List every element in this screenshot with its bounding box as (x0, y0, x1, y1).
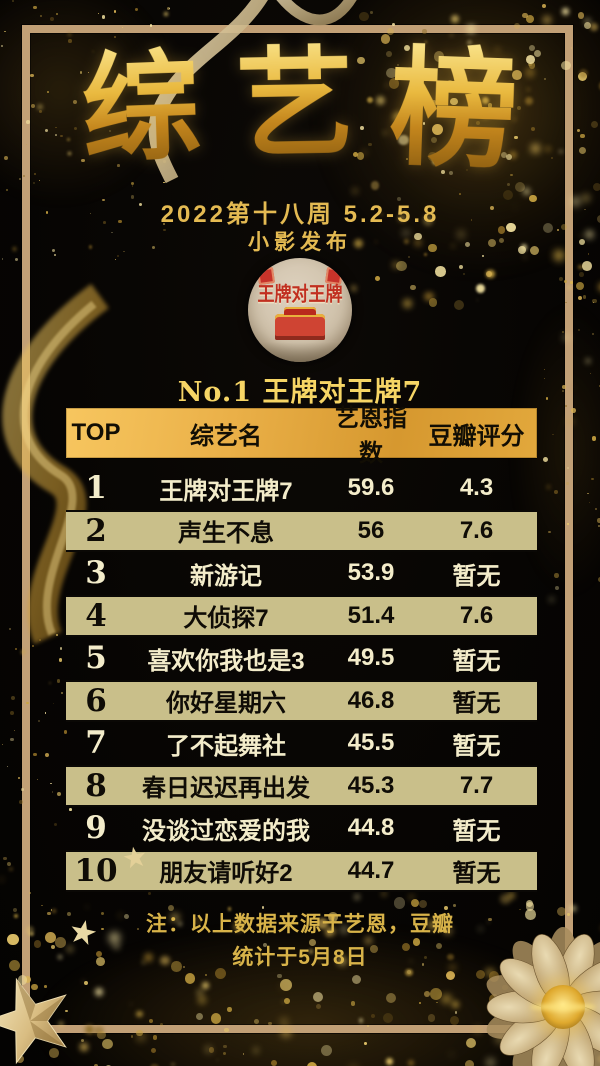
rating-cell: 7.7 (459, 771, 494, 799)
index-cell: 53.9 (347, 559, 395, 587)
logo-couplet-icon (256, 266, 276, 286)
table-row: 7 了不起舞社 45.5 暂无 (66, 722, 537, 765)
index-cell: 46.8 (347, 686, 395, 714)
name-cell: 没谈过恋爱的我 (142, 817, 310, 845)
table-row: 4 大侦探7 51.4 7.6 (66, 594, 537, 637)
logo-show-name: 王牌对王牌 (257, 283, 343, 306)
index-cell: 49.5 (347, 644, 395, 672)
table-row: 9 没谈过恋爱的我 44.8 暂无 (66, 807, 537, 850)
rating-cell: 暂无 (452, 732, 501, 760)
rating-cell: 7.6 (459, 516, 494, 544)
title-char: 综 (79, 35, 203, 180)
show-logo: 王牌对王牌 (248, 258, 352, 362)
footer-note: 注：以上数据来源于艺恩，豆瓣 统计于5月8日 (0, 908, 600, 974)
top1-label: No.1 王牌对王牌7 (177, 377, 423, 408)
rank-cell: 9 (85, 810, 107, 847)
title-char: 榜 (387, 32, 521, 188)
index-cell: 59.6 (347, 474, 395, 502)
logo-stage-icon (275, 307, 325, 340)
index-cell: 51.4 (347, 601, 395, 629)
rank-cell: 6 (85, 682, 107, 719)
index-cell: 44.7 (347, 856, 395, 884)
rank-cell: 8 (85, 767, 107, 804)
logo-couplet-icon (324, 266, 344, 286)
table-header-row: TOP 综艺名 艺恩指数 豆瓣评分 (66, 405, 537, 467)
name-cell: 新游记 (190, 562, 262, 590)
name-cell: 喜欢你我也是3 (147, 647, 305, 675)
rank-cell: 10 (74, 852, 118, 889)
ranking-table: TOP 综艺名 艺恩指数 豆瓣评分 1 王牌对王牌7 59.6 4.3 2 声生… (66, 405, 537, 892)
week-label: 2022第十八周 5.2-5.8 (160, 201, 440, 228)
column-header-index: 艺恩指数 (335, 405, 407, 467)
column-header-rating: 豆瓣评分 (428, 422, 525, 450)
rating-cell: 暂无 (452, 562, 501, 590)
rank-cell: 2 (85, 512, 107, 549)
rank-cell: 7 (85, 725, 107, 762)
table-row: 6 你好星期六 46.8 暂无 (66, 679, 537, 722)
table-row: 8 春日迟迟再出发 45.3 7.7 (66, 764, 537, 807)
table-row: 3 新游记 53.9 暂无 (66, 552, 537, 595)
rank-cell: 5 (85, 640, 107, 677)
column-header-rank: TOP (71, 419, 121, 446)
table-row: 5 喜欢你我也是3 49.5 暂无 (66, 637, 537, 680)
sparkle-field-left (0, 620, 72, 920)
name-cell: 声生不息 (178, 520, 274, 548)
rank-cell: 3 (85, 555, 107, 592)
rating-cell: 暂无 (452, 690, 501, 718)
note-line-1: 注：以上数据来源于艺恩，豆瓣 (146, 913, 454, 936)
name-cell: 朋友请听好2 (159, 860, 293, 888)
logo-fade (248, 342, 352, 362)
rating-cell: 暂无 (452, 817, 501, 845)
title-char: 艺 (234, 32, 356, 175)
rank-cell: 1 (85, 470, 107, 507)
column-header-name: 综艺名 (190, 422, 262, 450)
sparkle-field-right (540, 280, 600, 602)
name-cell: 春日迟迟再出发 (142, 775, 310, 803)
table-row: 10 朋友请听好2 44.7 暂无 (66, 849, 537, 892)
rating-cell: 7.6 (459, 601, 494, 629)
name-cell: 了不起舞社 (166, 732, 286, 760)
index-cell: 45.5 (347, 729, 395, 757)
index-cell: 44.8 (347, 814, 395, 842)
ranking-rows: 1 王牌对王牌7 59.6 4.3 2 声生不息 56 7.6 3 新游记 53… (66, 467, 537, 892)
rating-cell: 暂无 (452, 647, 501, 675)
index-cell: 45.3 (347, 771, 395, 799)
table-row: 1 王牌对王牌7 59.6 4.3 (66, 467, 537, 510)
page-title: 综 艺 榜 (0, 33, 600, 187)
index-cell: 56 (357, 516, 385, 544)
name-cell: 大侦探7 (183, 605, 269, 633)
rank-cell: 4 (85, 597, 107, 634)
publisher-label: 小影发布 (248, 231, 352, 254)
rating-cell: 4.3 (459, 474, 494, 502)
rating-cell: 暂无 (452, 860, 501, 888)
note-line-2: 统计于5月8日 (232, 946, 368, 969)
name-cell: 你好星期六 (166, 690, 286, 718)
name-cell: 王牌对王牌7 (159, 477, 293, 505)
table-row: 2 声生不息 56 7.6 (66, 509, 537, 552)
